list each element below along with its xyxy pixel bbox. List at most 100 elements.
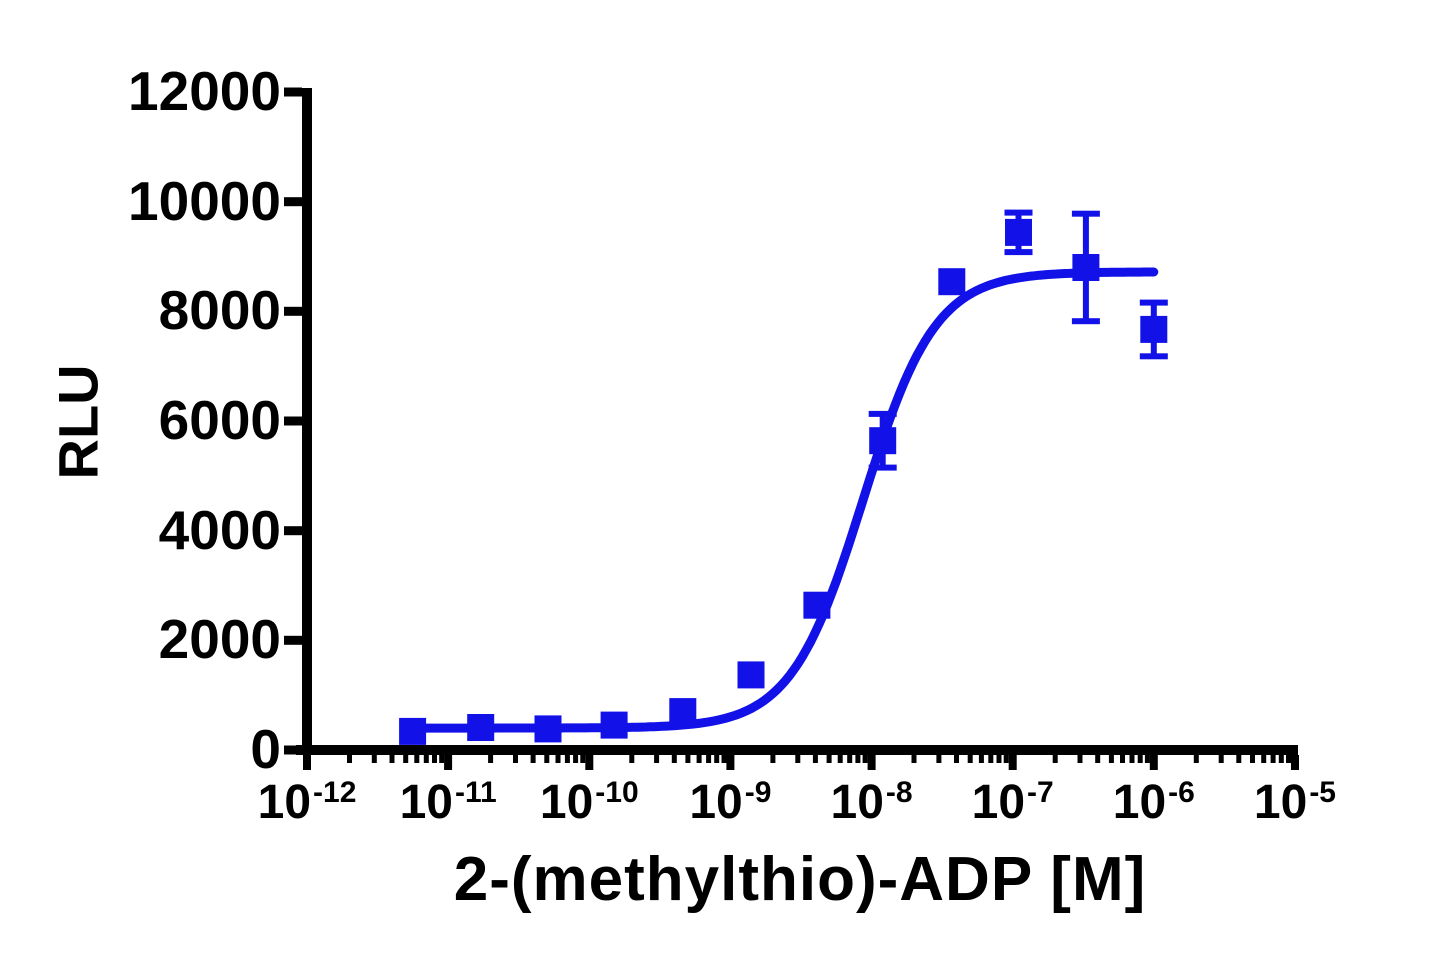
y-tick-label: 2000: [158, 608, 281, 671]
x-tick-label: 10-9: [645, 776, 815, 834]
x-axis-minor-tick: [721, 755, 727, 763]
y-axis-major-tick: [284, 745, 302, 755]
x-axis-minor-tick: [1286, 755, 1291, 763]
y-tick-label: 8000: [158, 279, 281, 342]
data-point-marker: [1140, 315, 1168, 343]
x-axis-minor-tick: [347, 755, 352, 763]
x-axis-minor-tick: [812, 755, 818, 763]
data-point-marker: [938, 268, 966, 296]
y-axis-major-tick: [284, 526, 302, 536]
x-axis-minor-tick: [1144, 755, 1150, 763]
x-axis-minor-tick: [530, 755, 536, 763]
x-axis-major-tick: [867, 755, 876, 770]
x-axis-minor-tick: [862, 755, 868, 763]
y-axis-major-tick: [284, 416, 302, 426]
x-tick-label: 10-6: [1069, 776, 1239, 834]
x-axis-minor-tick: [1270, 755, 1276, 763]
x-tick-exponent: -12: [313, 776, 357, 809]
error-bar-cap-top: [1139, 299, 1168, 306]
x-axis-minor-tick: [671, 755, 677, 763]
data-point-marker: [1072, 254, 1100, 281]
y-tick-label: 0: [250, 718, 281, 780]
x-axis-minor-tick: [1120, 755, 1125, 763]
error-bar-cap-bottom: [1004, 249, 1033, 256]
x-axis-minor-tick: [1077, 755, 1083, 763]
y-axis-major-tick: [284, 87, 302, 97]
data-point-marker: [600, 711, 628, 739]
x-axis-minor-tick: [654, 755, 660, 763]
x-axis-minor-tick: [1052, 755, 1058, 763]
data-point-marker: [869, 427, 897, 455]
x-axis-minor-tick: [1193, 755, 1199, 763]
x-axis-minor-tick: [696, 755, 702, 763]
x-axis-major-tick: [585, 755, 594, 770]
x-axis-minor-tick: [573, 755, 579, 763]
error-bar-cap-top: [1004, 209, 1033, 216]
data-point-marker: [737, 661, 765, 689]
x-axis-major-tick: [303, 755, 311, 770]
x-tick-base: 10: [1112, 776, 1167, 829]
x-axis-major-tick: [1291, 755, 1299, 770]
x-axis-minor-tick: [1218, 755, 1224, 763]
x-tick-exponent: -5: [1309, 776, 1336, 809]
dose-response-fit-curve: [408, 267, 1159, 733]
x-axis-minor-tick: [403, 755, 409, 763]
x-axis-minor-tick: [1236, 755, 1242, 763]
error-bar-cap-bottom: [1071, 318, 1100, 325]
x-axis-minor-tick: [770, 755, 776, 763]
x-axis-minor-tick: [1250, 755, 1255, 763]
error-bar-cap-top: [1071, 210, 1100, 217]
x-axis-minor-tick: [432, 755, 437, 763]
x-axis-minor-tick: [978, 755, 984, 763]
y-tick-label: 10000: [128, 169, 281, 232]
x-tick-label: 10-7: [928, 776, 1098, 834]
data-point-marker: [534, 715, 562, 743]
x-axis-minor-tick: [371, 755, 377, 763]
x-axis-minor-tick: [685, 755, 691, 763]
x-axis-minor-tick: [564, 755, 570, 763]
x-tick-exponent: -11: [454, 776, 497, 809]
x-axis-major-tick: [444, 755, 453, 770]
x-axis-minor-tick: [414, 755, 420, 763]
x-axis-minor-tick: [826, 755, 832, 763]
x-axis-minor-tick: [1278, 755, 1284, 763]
error-bar-cap-bottom: [1139, 353, 1168, 360]
data-point-marker: [669, 698, 697, 726]
x-axis-major-tick: [726, 755, 735, 770]
x-axis-minor-tick: [911, 755, 917, 763]
x-tick-label: 10-8: [787, 776, 957, 834]
y-axis-major-tick: [284, 197, 302, 207]
error-bar-cap-bottom: [868, 464, 897, 471]
x-axis-minor-tick: [389, 755, 395, 763]
x-axis-minor-tick: [544, 755, 550, 763]
x-axis-minor-tick: [513, 755, 518, 763]
x-tick-base: 10: [399, 776, 453, 829]
x-axis-minor-tick: [996, 755, 1002, 763]
x-tick-base: 10: [257, 776, 312, 829]
x-axis-minor-tick: [706, 755, 712, 763]
y-axis-line: [302, 88, 312, 755]
data-point-marker: [399, 717, 427, 745]
x-axis-major-tick: [1008, 755, 1017, 770]
x-axis-minor-tick: [1261, 755, 1267, 763]
data-point-marker: [803, 591, 831, 619]
x-axis-minor-tick: [936, 755, 942, 763]
x-axis-minor-tick: [1129, 755, 1135, 763]
x-axis-minor-tick: [488, 755, 494, 763]
x-tick-base: 10: [539, 776, 594, 829]
y-axis-major-tick: [284, 306, 302, 316]
x-tick-base: 10: [971, 776, 1026, 829]
x-axis-minor-tick: [1003, 755, 1009, 763]
x-tick-label: 10-5: [1210, 776, 1380, 834]
y-axis-major-tick: [284, 635, 302, 645]
x-axis-minor-tick: [1137, 755, 1143, 763]
x-tick-exponent: -6: [1168, 776, 1195, 809]
x-axis-line: [296, 745, 1298, 755]
x-tick-label: 10-10: [504, 776, 674, 834]
x-axis-minor-tick: [555, 755, 561, 763]
x-axis-minor-tick: [1108, 755, 1114, 763]
x-axis-minor-tick: [855, 755, 861, 763]
y-tick-label: 4000: [158, 498, 281, 561]
